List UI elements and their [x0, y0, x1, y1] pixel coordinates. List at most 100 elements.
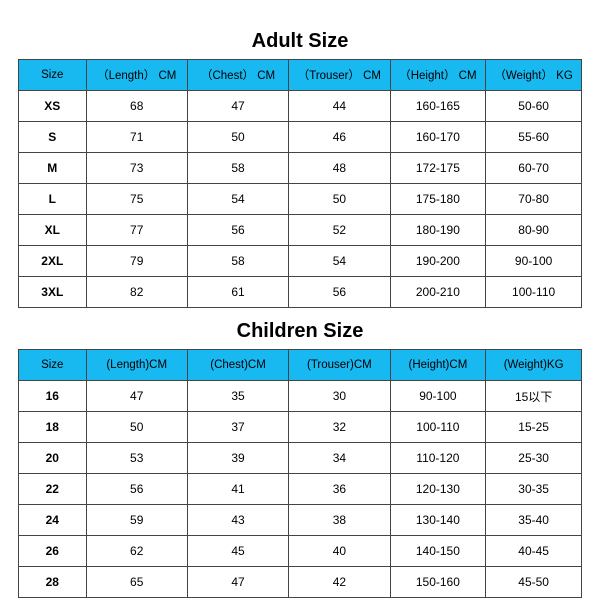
adult-cell: 50-60	[486, 91, 582, 122]
children-table-row: 24594338130-14035-40	[19, 505, 582, 536]
adult-cell: 71	[86, 122, 187, 153]
adult-cell: XS	[19, 91, 87, 122]
adult-cell: 44	[289, 91, 390, 122]
adult-size-title: Adult Size	[18, 30, 582, 53]
children-cell: 43	[187, 505, 288, 536]
children-cell: 41	[187, 474, 288, 505]
adult-header-cell: （Height） CM	[390, 60, 486, 91]
adult-cell: 172-175	[390, 153, 486, 184]
children-cell: 47	[187, 567, 288, 598]
adult-cell: 175-180	[390, 184, 486, 215]
adult-table-body: XS684744160-16550-60S715046160-17055-60M…	[19, 91, 582, 308]
children-cell: 16	[19, 381, 87, 412]
children-cell: 100-110	[390, 412, 486, 443]
children-cell: 59	[86, 505, 187, 536]
children-header-row: Size(Length)CM(Chest)CM(Trouser)CM(Heigh…	[19, 350, 582, 381]
children-cell: 62	[86, 536, 187, 567]
adult-cell: 75	[86, 184, 187, 215]
adult-cell: 190-200	[390, 246, 486, 277]
children-cell: 90-100	[390, 381, 486, 412]
children-cell: 35	[187, 381, 288, 412]
adult-header-cell: （Weight） KG	[486, 60, 582, 91]
adult-table-row: M735848172-17560-70	[19, 153, 582, 184]
children-table-head: Size(Length)CM(Chest)CM(Trouser)CM(Heigh…	[19, 350, 582, 381]
adult-table-row: S715046160-17055-60	[19, 122, 582, 153]
adult-cell: 80-90	[486, 215, 582, 246]
adult-cell: 50	[289, 184, 390, 215]
adult-cell: XL	[19, 215, 87, 246]
children-size-table: Size(Length)CM(Chest)CM(Trouser)CM(Heigh…	[18, 349, 582, 598]
children-cell: 28	[19, 567, 87, 598]
adult-cell: 54	[187, 184, 288, 215]
children-header-cell: (Length)CM	[86, 350, 187, 381]
children-cell: 130-140	[390, 505, 486, 536]
adult-cell: 46	[289, 122, 390, 153]
children-cell: 20	[19, 443, 87, 474]
adult-cell: 50	[187, 122, 288, 153]
children-cell: 25-30	[486, 443, 582, 474]
children-table-row: 20533934110-12025-30	[19, 443, 582, 474]
children-cell: 37	[187, 412, 288, 443]
adult-cell: 77	[86, 215, 187, 246]
children-cell: 32	[289, 412, 390, 443]
adult-header-cell: （Trouser） CM	[289, 60, 390, 91]
adult-cell: 54	[289, 246, 390, 277]
children-table-row: 22564136120-13030-35	[19, 474, 582, 505]
adult-cell: 3XL	[19, 277, 87, 308]
children-cell: 34	[289, 443, 390, 474]
children-header-cell: (Chest)CM	[187, 350, 288, 381]
children-cell: 65	[86, 567, 187, 598]
children-table-body: 1647353090-10015以下18503732100-11015-2520…	[19, 381, 582, 598]
adult-cell: 56	[187, 215, 288, 246]
adult-cell: 48	[289, 153, 390, 184]
children-cell: 40	[289, 536, 390, 567]
children-table-row: 26624540140-15040-45	[19, 536, 582, 567]
children-cell: 47	[86, 381, 187, 412]
children-table-row: 1647353090-10015以下	[19, 381, 582, 412]
children-cell: 15-25	[486, 412, 582, 443]
adult-table-row: 2XL795854190-20090-100	[19, 246, 582, 277]
children-cell: 30-35	[486, 474, 582, 505]
adult-cell: 2XL	[19, 246, 87, 277]
children-cell: 40-45	[486, 536, 582, 567]
adult-table-row: 3XL826156200-210100-110	[19, 277, 582, 308]
children-table-row: 18503732100-11015-25	[19, 412, 582, 443]
adult-cell: S	[19, 122, 87, 153]
children-cell: 45-50	[486, 567, 582, 598]
children-cell: 45	[187, 536, 288, 567]
adult-size-table: Size（Length） CM（Chest） CM（Trouser） CM（He…	[18, 59, 582, 308]
adult-cell: 47	[187, 91, 288, 122]
adult-cell: 61	[187, 277, 288, 308]
adult-cell: 160-170	[390, 122, 486, 153]
adult-cell: 200-210	[390, 277, 486, 308]
adult-table-head: Size（Length） CM（Chest） CM（Trouser） CM（He…	[19, 60, 582, 91]
children-cell: 30	[289, 381, 390, 412]
adult-header-cell: （Length） CM	[86, 60, 187, 91]
adult-cell: 56	[289, 277, 390, 308]
adult-cell: 79	[86, 246, 187, 277]
adult-cell: M	[19, 153, 87, 184]
adult-cell: 100-110	[486, 277, 582, 308]
adult-cell: 68	[86, 91, 187, 122]
adult-cell: L	[19, 184, 87, 215]
children-cell: 110-120	[390, 443, 486, 474]
adult-cell: 70-80	[486, 184, 582, 215]
children-cell: 18	[19, 412, 87, 443]
children-cell: 140-150	[390, 536, 486, 567]
adult-table-row: L755450175-18070-80	[19, 184, 582, 215]
children-cell: 24	[19, 505, 87, 536]
adult-header-cell: Size	[19, 60, 87, 91]
children-cell: 22	[19, 474, 87, 505]
children-cell: 120-130	[390, 474, 486, 505]
children-cell: 35-40	[486, 505, 582, 536]
children-cell: 36	[289, 474, 390, 505]
children-cell: 26	[19, 536, 87, 567]
adult-cell: 58	[187, 153, 288, 184]
children-header-cell: (Trouser)CM	[289, 350, 390, 381]
children-cell: 53	[86, 443, 187, 474]
children-cell: 42	[289, 567, 390, 598]
children-header-cell: Size	[19, 350, 87, 381]
adult-cell: 90-100	[486, 246, 582, 277]
children-cell: 15以下	[486, 381, 582, 412]
children-cell: 56	[86, 474, 187, 505]
